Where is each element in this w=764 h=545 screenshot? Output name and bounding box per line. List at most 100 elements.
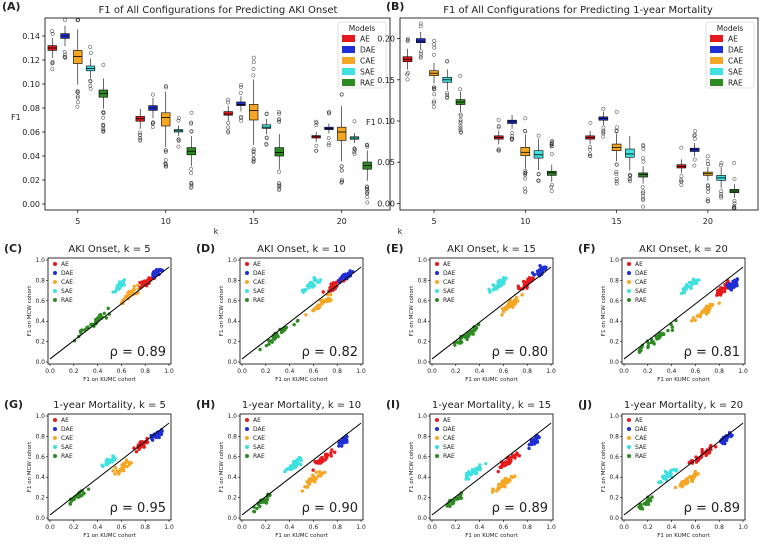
outlier-point [431,104,436,109]
point-RAE [466,332,470,336]
y-tick-label: 0.6 [609,298,619,305]
chart-title: F1 of All Configurations for Predicting … [443,5,713,16]
point-CAE [500,313,504,317]
point-CAE [690,319,694,323]
outlier-point [226,121,231,126]
outlier-point [706,186,710,191]
outlier-point [326,136,331,141]
y-tick-label: 0.4 [227,318,237,325]
outlier-point [432,45,437,50]
y-tick-label: 0.4 [35,474,45,481]
legend-label: DAE [360,46,376,55]
y-tick-label: 0.20 [377,35,395,44]
legend-marker-SAE [627,289,631,293]
rho-annotation: ρ = 0.82 [302,345,358,360]
outlier-point [189,185,193,190]
outlier-point [419,49,424,54]
y-tick-label: 0.0 [35,515,45,522]
outlier-point [601,131,606,136]
point-CAE [113,465,118,470]
legend-marker-AE [245,418,249,422]
x-tick-label: 0.6 [117,368,127,375]
point-AE [140,282,145,286]
outlier-point [640,191,645,196]
point-CAE [688,475,692,479]
legend-swatch-DAE [342,46,355,53]
legend-marker-SAE [435,289,439,293]
y-tick-label: 0.0 [227,515,237,522]
outlier-point [496,125,501,130]
point-DAE [733,278,737,282]
legend-label: DAE [635,270,648,277]
legend-label: AE [728,35,738,44]
y-tick-label: 1.0 [417,413,427,420]
outlier-point [679,174,684,179]
point-CAE [316,303,320,307]
legend-label: SAE [253,444,265,451]
outlier-point [226,125,231,130]
point-SAE [121,279,126,283]
point-SAE [300,288,305,293]
outlier-point [614,176,619,181]
outlier-point [88,83,93,88]
outlier-point [614,109,619,114]
point-DAE [154,434,159,438]
x-tick-label: 0.4 [93,368,103,375]
point-CAE [131,287,136,291]
point-AE [521,279,526,284]
outlier-point [364,186,369,191]
outlier-point [628,173,633,178]
legend-swatch-AE [342,35,355,42]
legend-marker-RAE [53,298,57,302]
point-RAE [270,340,274,344]
point-RAE [652,342,656,346]
point-CAE [691,316,696,320]
outlier-point [101,115,106,120]
point-CAE [325,299,329,304]
point-CAE [709,304,714,308]
point-AE [321,290,325,294]
outlier-point [641,189,646,194]
point-RAE [85,325,89,330]
y-tick-label: 0.2 [227,339,237,346]
scatter-panel-I: (I) 1-year Mortality, k = 15 0.00.0 0.2 0.2 0… [386,398,556,539]
point-RAE [255,506,259,511]
x-axis-label: F1 on KUMC cohort [657,377,710,383]
point-CAE [136,283,140,287]
point-SAE [289,464,294,468]
y-tick-label: 0.00 [377,199,395,208]
point-DAE [340,444,344,448]
x-tick-label: 0.0 [427,368,437,375]
point-CAE [693,469,698,474]
point-CAE [116,469,121,474]
x-tick-label: 0.8 [714,524,724,531]
legend-label: CAE [635,279,647,286]
chart-title: AKI Onset, k = 10 [257,244,346,255]
legend-label: RAE [253,453,265,460]
box-AE [223,111,233,116]
outlier-point [445,59,450,64]
legend-marker-CAE [627,280,631,284]
point-CAE [511,475,515,479]
point-AE [718,286,723,291]
box-DAE [415,38,426,44]
outlier-point [418,24,423,29]
y-tick-label: 0.2 [417,495,427,502]
point-SAE [297,455,302,460]
rho-annotation: ρ = 0.89 [684,501,740,516]
point-CAE [314,470,319,474]
x-tick-label: 10 [161,217,171,226]
point-CAE [491,487,495,491]
chart-title: AKI Onset, k = 5 [68,244,150,255]
outlier-point [365,189,370,194]
outlier-point [189,110,194,115]
point-RAE [645,502,649,506]
chart-title: 1-year Mortality, k = 5 [53,400,166,411]
legend-marker-RAE [435,454,439,458]
outlier-point [705,197,710,202]
legend-label: SAE [635,288,647,295]
point-RAE [471,332,475,336]
x-tick-label: 1.0 [738,524,748,531]
point-RAE [72,339,77,343]
legend-marker-CAE [53,280,57,284]
